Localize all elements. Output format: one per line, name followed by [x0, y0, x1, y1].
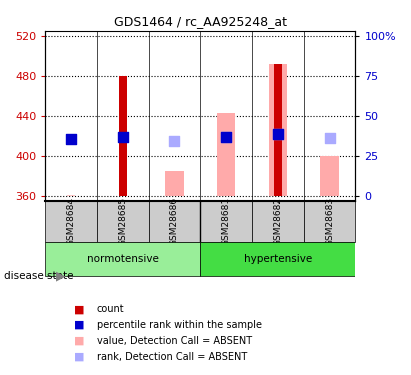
Point: [275, 131, 281, 137]
Point: [68, 136, 74, 142]
FancyBboxPatch shape: [304, 201, 356, 242]
Bar: [268, 64, 287, 196]
FancyBboxPatch shape: [45, 242, 200, 276]
Text: value, Detection Call = ABSENT: value, Detection Call = ABSENT: [97, 336, 252, 346]
FancyBboxPatch shape: [252, 201, 304, 242]
Text: ■: ■: [74, 304, 85, 314]
Text: percentile rank within the sample: percentile rank within the sample: [97, 320, 261, 330]
Bar: [165, 171, 184, 196]
Bar: [274, 64, 282, 196]
Text: rank, Detection Call = ABSENT: rank, Detection Call = ABSENT: [97, 352, 247, 362]
Text: ■: ■: [74, 352, 85, 362]
Bar: [326, 195, 334, 196]
FancyBboxPatch shape: [200, 242, 356, 276]
FancyBboxPatch shape: [45, 201, 97, 242]
Bar: [320, 156, 339, 196]
Bar: [67, 195, 75, 196]
FancyBboxPatch shape: [200, 201, 252, 242]
Point: [171, 138, 178, 144]
Title: GDS1464 / rc_AA925248_at: GDS1464 / rc_AA925248_at: [114, 15, 287, 28]
Text: GSM28683: GSM28683: [325, 197, 334, 246]
Text: GSM28681: GSM28681: [222, 197, 231, 246]
Text: ■: ■: [74, 336, 85, 346]
Text: disease state: disease state: [4, 271, 74, 280]
Text: GSM28686: GSM28686: [170, 197, 179, 246]
Point: [223, 134, 229, 140]
Text: GSM28684: GSM28684: [67, 197, 76, 246]
Point: [275, 131, 281, 137]
FancyBboxPatch shape: [97, 201, 149, 242]
Text: count: count: [97, 304, 124, 314]
Bar: [222, 195, 230, 196]
Text: normotensive: normotensive: [87, 255, 159, 264]
Text: GSM28685: GSM28685: [118, 197, 127, 246]
Text: ▶: ▶: [55, 269, 65, 282]
Point: [120, 134, 126, 140]
Text: GSM28682: GSM28682: [273, 197, 282, 246]
Text: ■: ■: [74, 320, 85, 330]
Bar: [217, 113, 236, 196]
Bar: [119, 76, 127, 196]
Text: hypertensive: hypertensive: [244, 255, 312, 264]
Point: [223, 134, 229, 140]
FancyBboxPatch shape: [149, 201, 200, 242]
Point: [326, 135, 333, 141]
Bar: [170, 195, 179, 196]
